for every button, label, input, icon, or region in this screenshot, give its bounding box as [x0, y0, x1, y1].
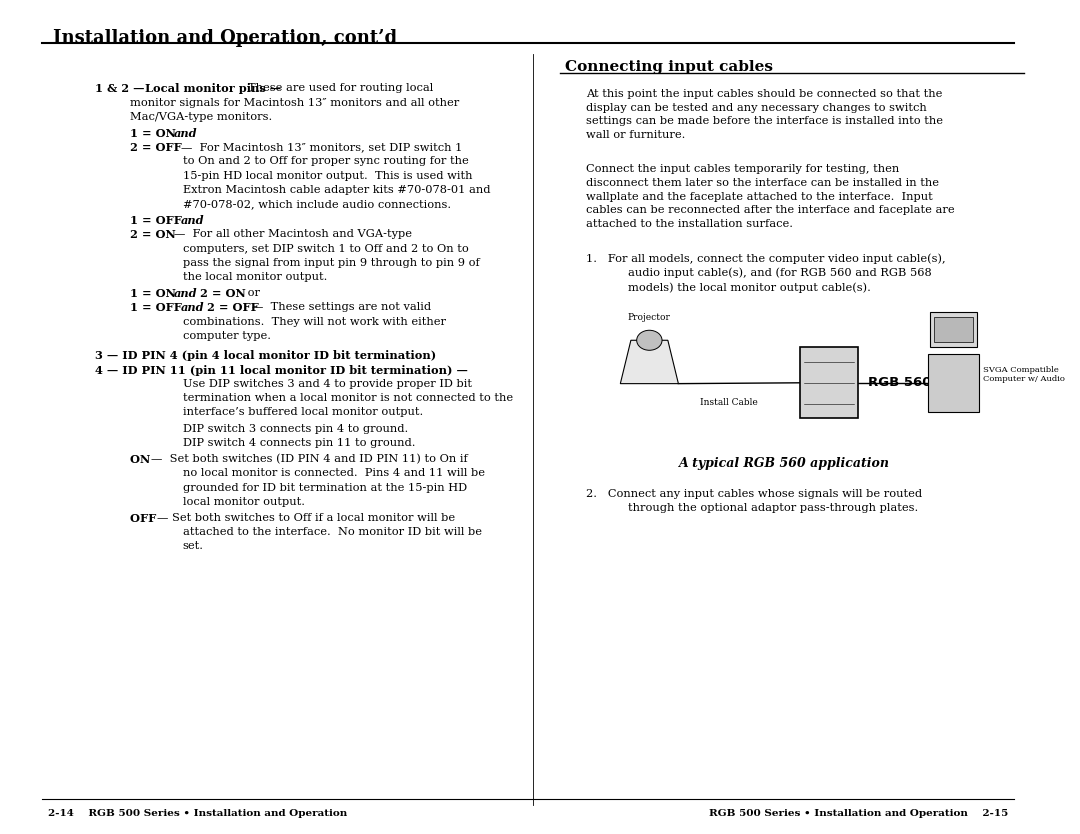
- Polygon shape: [620, 340, 678, 384]
- Text: 2-14    RGB 500 Series • Installation and Operation: 2-14 RGB 500 Series • Installation and O…: [48, 809, 347, 818]
- Text: Extron Macintosh cable adapter kits #70-078-01 and: Extron Macintosh cable adapter kits #70-…: [183, 185, 490, 195]
- Text: 2 = OFF: 2 = OFF: [130, 143, 186, 153]
- Text: SVGA Compatible
Computer w/ Audio: SVGA Compatible Computer w/ Audio: [983, 365, 1065, 384]
- Text: A typical RGB 560 application: A typical RGB 560 application: [678, 457, 890, 470]
- Text: termination when a local monitor is not connected to the: termination when a local monitor is not …: [183, 393, 513, 403]
- Text: 1 = OFF: 1 = OFF: [130, 303, 186, 314]
- Text: monitor signals for Macintosh 13″ monitors and all other: monitor signals for Macintosh 13″ monito…: [130, 98, 459, 108]
- Text: or: or: [244, 289, 260, 299]
- Text: Mac/VGA-type monitors.: Mac/VGA-type monitors.: [130, 112, 272, 122]
- Text: 15-pin HD local monitor output.  This is used with: 15-pin HD local monitor output. This is …: [183, 171, 472, 181]
- Text: Use DIP switches 3 and 4 to provide proper ID bit: Use DIP switches 3 and 4 to provide prop…: [183, 379, 472, 389]
- Text: —  For all other Macintosh and VGA-type: — For all other Macintosh and VGA-type: [174, 229, 413, 239]
- Text: Connect the input cables temporarily for testing, then
disconnect them later so : Connect the input cables temporarily for…: [586, 164, 955, 229]
- Text: and: and: [174, 128, 198, 139]
- Text: DIP switch 3 connects pin 4 to ground.: DIP switch 3 connects pin 4 to ground.: [183, 424, 408, 434]
- Text: — Set both switches to Off if a local monitor will be: — Set both switches to Off if a local mo…: [158, 513, 456, 523]
- Text: audio input cable(s), and (for RGB 560 and RGB 568: audio input cable(s), and (for RGB 560 a…: [629, 268, 932, 279]
- Text: 1 = ON: 1 = ON: [130, 128, 179, 139]
- Text: These are used for routing local: These are used for routing local: [248, 83, 433, 93]
- Text: —  Set both switches (ID PIN 4 and ID PIN 11) to On if: — Set both switches (ID PIN 4 and ID PIN…: [151, 455, 468, 465]
- Text: computer type.: computer type.: [183, 331, 271, 341]
- Text: 4 — ID PIN 11 (pin 11 local monitor ID bit termination) —: 4 — ID PIN 11 (pin 11 local monitor ID b…: [95, 364, 468, 376]
- Text: At this point the input cables should be connected so that the
display can be te: At this point the input cables should be…: [586, 89, 943, 140]
- Text: DIP switch 4 connects pin 11 to ground.: DIP switch 4 connects pin 11 to ground.: [183, 438, 415, 448]
- Text: grounded for ID bit termination at the 15-pin HD: grounded for ID bit termination at the 1…: [183, 483, 467, 493]
- Text: pass the signal from input pin 9 through to pin 9 of: pass the signal from input pin 9 through…: [183, 258, 480, 268]
- Text: and: and: [174, 289, 198, 299]
- FancyBboxPatch shape: [800, 347, 858, 419]
- Text: and: and: [180, 215, 204, 226]
- Text: set.: set.: [183, 541, 204, 551]
- Text: #70-078-02, which include audio connections.: #70-078-02, which include audio connecti…: [183, 199, 450, 209]
- Text: RGB 500 Series • Installation and Operation    2-15: RGB 500 Series • Installation and Operat…: [710, 809, 1009, 818]
- Text: interface’s buffered local monitor output.: interface’s buffered local monitor outpu…: [183, 407, 423, 417]
- Text: computers, set DIP switch 1 to Off and 2 to On to: computers, set DIP switch 1 to Off and 2…: [183, 244, 469, 254]
- Text: 1.   For all models, connect the computer video input cable(s),: 1. For all models, connect the computer …: [586, 254, 946, 264]
- FancyBboxPatch shape: [928, 354, 978, 412]
- Text: models) the local monitor output cable(s).: models) the local monitor output cable(s…: [629, 282, 872, 293]
- Text: local monitor output.: local monitor output.: [183, 497, 305, 507]
- FancyBboxPatch shape: [930, 312, 977, 347]
- Text: —  These settings are not valid: — These settings are not valid: [253, 303, 432, 313]
- Text: to On and 2 to Off for proper sync routing for the: to On and 2 to Off for proper sync routi…: [183, 157, 469, 167]
- Text: Install Cable: Install Cable: [700, 399, 757, 407]
- Text: Installation and Operation, cont’d: Installation and Operation, cont’d: [53, 29, 397, 48]
- Text: Local monitor pins —: Local monitor pins —: [145, 83, 285, 94]
- Text: 3 — ID PIN 4 (pin 4 local monitor ID bit termination): 3 — ID PIN 4 (pin 4 local monitor ID bit…: [95, 350, 436, 361]
- Text: RGB 560: RGB 560: [868, 376, 932, 389]
- Text: OFF: OFF: [130, 513, 160, 524]
- Text: Projector: Projector: [627, 313, 671, 322]
- Text: ON: ON: [130, 455, 154, 465]
- Text: 2 = ON: 2 = ON: [130, 229, 179, 240]
- Text: no local monitor is connected.  Pins 4 and 11 will be: no local monitor is connected. Pins 4 an…: [183, 469, 485, 479]
- Text: —  For Macintosh 13″ monitors, set DIP switch 1: — For Macintosh 13″ monitors, set DIP sw…: [180, 143, 462, 153]
- Text: attached to the interface.  No monitor ID bit will be: attached to the interface. No monitor ID…: [183, 527, 482, 537]
- Text: the local monitor output.: the local monitor output.: [183, 272, 327, 282]
- Circle shape: [637, 330, 662, 350]
- Text: 2 = ON: 2 = ON: [197, 289, 251, 299]
- Text: through the optional adaptor pass-through plates.: through the optional adaptor pass-throug…: [629, 503, 918, 513]
- Text: 2 = OFF: 2 = OFF: [203, 303, 262, 314]
- Text: 1 = ON: 1 = ON: [130, 289, 179, 299]
- Text: and: and: [180, 303, 204, 314]
- FancyBboxPatch shape: [934, 317, 973, 342]
- Text: 2.   Connect any input cables whose signals will be routed: 2. Connect any input cables whose signal…: [586, 489, 922, 499]
- Text: 1 & 2 —: 1 & 2 —: [95, 83, 149, 94]
- Text: Connecting input cables: Connecting input cables: [565, 60, 773, 74]
- Text: combinations.  They will not work with either: combinations. They will not work with ei…: [183, 317, 446, 327]
- Text: 1 = OFF: 1 = OFF: [130, 215, 186, 226]
